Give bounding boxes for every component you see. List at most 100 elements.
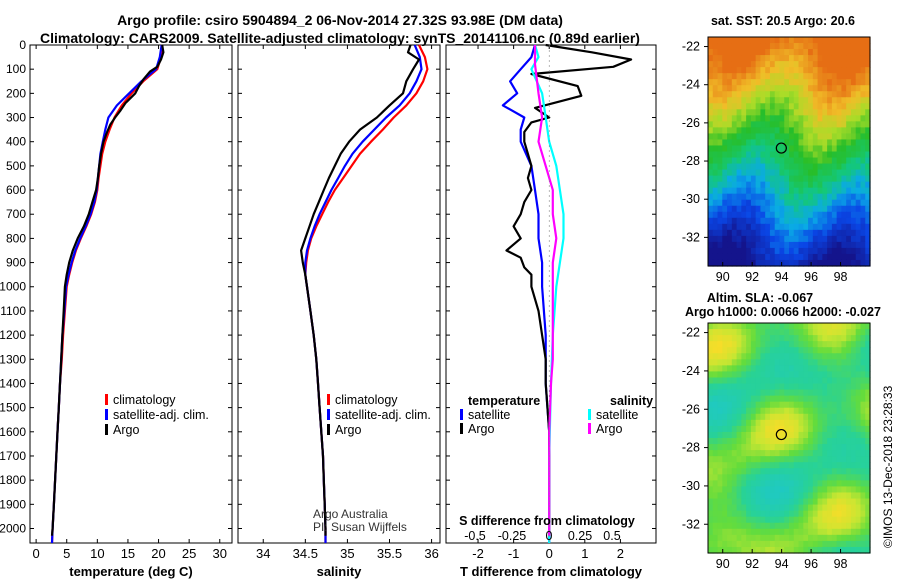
sla_map-cell <box>841 425 847 433</box>
sst_map-cell <box>708 193 714 201</box>
sst_map-cell <box>760 115 766 122</box>
sla_map-cell <box>769 347 776 354</box>
sla_map-cell <box>760 389 766 397</box>
diff-legend-s-swatch <box>588 423 591 434</box>
sst_map-cell <box>831 259 838 267</box>
sla_map-cell <box>774 444 781 451</box>
sla_map-cell <box>836 407 843 415</box>
sla_map-cell <box>831 474 838 481</box>
sla_map-cell <box>746 323 752 330</box>
sla_map-cell <box>708 329 714 336</box>
sst_map-cell <box>860 187 866 195</box>
sla_map-cell <box>822 413 828 421</box>
sst_map-cell <box>774 49 781 56</box>
sla_map-cell <box>731 323 738 330</box>
sla_map-cell <box>793 444 800 451</box>
sla_map-cell <box>865 377 871 385</box>
sla_map-cell <box>750 323 757 330</box>
sst_map-cell <box>765 205 771 213</box>
sst_map-cell <box>712 145 719 153</box>
sla_map-cell <box>741 468 747 475</box>
sla_map-cell <box>860 510 866 518</box>
sla_map-cell <box>731 444 738 451</box>
sst_map-cell <box>808 79 814 86</box>
sst_map-cell <box>779 115 785 122</box>
sst_map-cell <box>793 187 800 195</box>
sst_map-cell <box>708 145 714 153</box>
sst_map-cell <box>717 97 723 104</box>
sla_map-cell <box>760 516 766 524</box>
sst_map-cell <box>846 61 852 68</box>
sla_map-cell <box>712 504 719 512</box>
sst_map-cell <box>865 163 871 171</box>
depth-tick-label: 900 <box>6 256 26 270</box>
sst_map-cell <box>784 199 790 207</box>
sst_map-cell <box>855 187 862 195</box>
sla_map-cell <box>789 546 795 554</box>
sla_map-cell <box>712 474 719 481</box>
sla_map-cell <box>708 486 714 494</box>
sst_map-cell <box>860 157 866 165</box>
sst_map-cell <box>793 151 800 159</box>
sst_map-cell <box>831 181 838 189</box>
sla_map-cell <box>750 377 757 385</box>
sla_map-cell <box>736 407 742 415</box>
sst_map-cell <box>827 49 833 56</box>
sst_map-cell <box>750 259 757 267</box>
sst_map-cell <box>746 133 752 141</box>
sla_map-cell <box>769 353 776 360</box>
sst_map-cell <box>708 67 714 74</box>
sst_map-cell <box>717 175 723 183</box>
sst_map-cell <box>736 91 742 98</box>
sst_map-cell <box>803 193 809 201</box>
sla_map-cell <box>865 540 871 548</box>
sla_map-cell <box>793 329 800 336</box>
sla_map-cell <box>855 504 862 512</box>
sla_map-cell <box>798 419 804 427</box>
sst_map-cell <box>808 175 814 183</box>
sst_map-cell <box>827 223 833 231</box>
sst_map-cell <box>708 241 714 249</box>
sst_map-cell <box>774 193 781 201</box>
sla_map-cell <box>727 407 733 415</box>
sst_map-cell <box>760 241 766 249</box>
sla_map-cell <box>841 341 847 348</box>
sst_map-cell <box>860 73 866 80</box>
sst_map-cell <box>812 121 819 128</box>
sst_map-cell <box>803 139 809 147</box>
sla_map-cell <box>769 534 776 542</box>
sla_map-cell <box>865 413 871 421</box>
sla_map-cell <box>827 335 833 342</box>
sla_map-cell <box>712 329 719 336</box>
sst_map-cell <box>774 43 781 50</box>
sst_map-cell <box>822 85 828 92</box>
sla_map-cell <box>750 413 757 421</box>
sla_map-cell <box>865 474 871 481</box>
sla_map-cell <box>765 480 771 488</box>
sst_map-cell <box>784 121 790 128</box>
sst_map-cell <box>779 103 785 110</box>
sst_map-cell <box>755 115 762 122</box>
sst_map-cell <box>765 253 771 261</box>
sst_map-cell <box>860 37 866 44</box>
depth-tick-label: 800 <box>6 231 26 245</box>
sla_map-cell <box>798 486 804 494</box>
sst_map-cell <box>827 163 833 171</box>
sst_map-cell <box>803 235 809 243</box>
sst_map-cell <box>841 241 847 249</box>
sla_map-cell <box>803 474 809 481</box>
sla_map-cell <box>822 450 828 457</box>
sst_map-cell <box>831 115 838 122</box>
sst_map-cell <box>708 73 714 80</box>
sla_map-cell <box>860 359 866 366</box>
sst_map-cell <box>708 217 714 225</box>
sla_map-cell <box>860 377 866 385</box>
sla_map-cell <box>793 347 800 354</box>
sla_map-cell <box>822 353 828 360</box>
sst_map-cell <box>731 55 738 62</box>
sla_map-cell <box>784 371 790 379</box>
sla_map-cell <box>722 516 728 524</box>
sst_map-cell <box>855 235 862 243</box>
sla_map-cell <box>774 335 781 342</box>
sla_map-cell <box>789 438 795 445</box>
